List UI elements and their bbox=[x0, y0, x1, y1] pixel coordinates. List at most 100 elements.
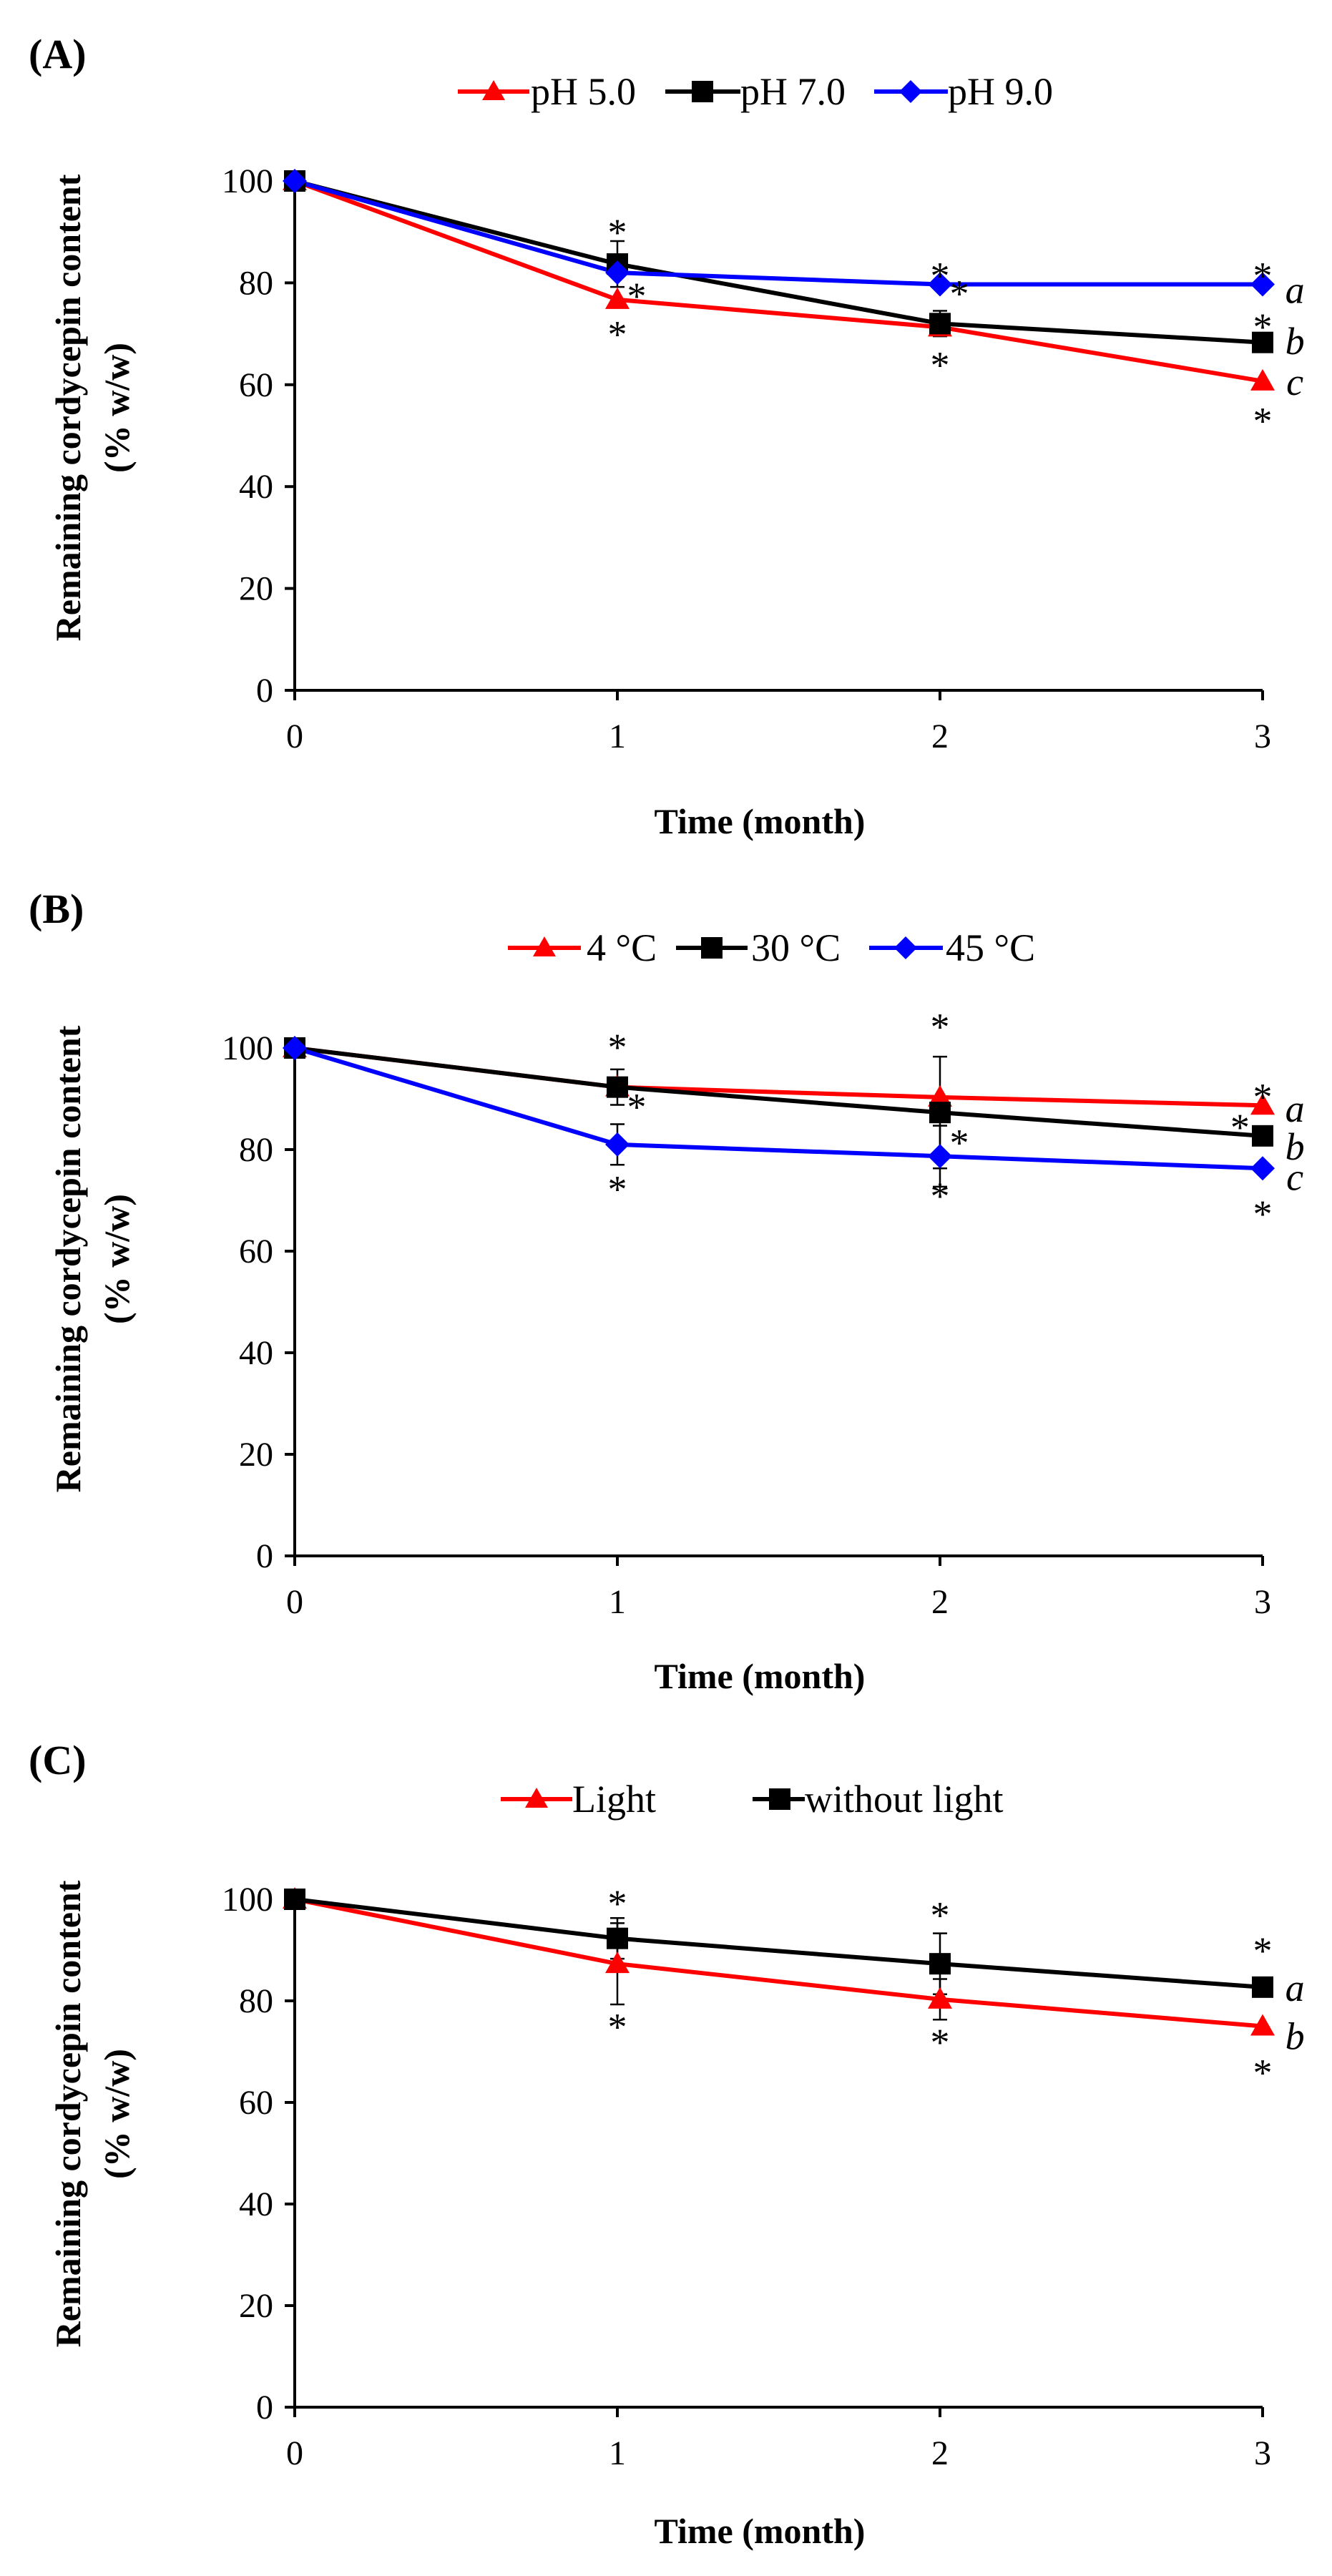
series-line-2 bbox=[294, 179, 1263, 287]
significance-star: * bbox=[627, 1086, 647, 1129]
significance-star: * bbox=[931, 343, 950, 386]
significance-star: * bbox=[931, 1006, 950, 1049]
legend-diamond-marker bbox=[899, 80, 922, 103]
data-point-diamond bbox=[605, 1132, 630, 1157]
panel-a-legend-entry-1: pH 7.0 bbox=[665, 70, 846, 113]
y-tick-label: 20 bbox=[239, 570, 273, 608]
x-tick-label: 2 bbox=[931, 2434, 949, 2472]
legend-label: pH 7.0 bbox=[740, 70, 846, 113]
x-tick-label: 0 bbox=[286, 1583, 303, 1621]
data-point-square bbox=[929, 313, 951, 335]
significance-star: * bbox=[950, 1121, 969, 1164]
significance-star: * bbox=[608, 1882, 627, 1925]
significance-star: * bbox=[1253, 400, 1273, 443]
data-point-diamond bbox=[1250, 1156, 1275, 1181]
panel-a-label: (A) bbox=[29, 31, 87, 77]
y-tick-label: 80 bbox=[239, 264, 273, 302]
x-tick-label: 3 bbox=[1254, 2434, 1271, 2472]
x-tick-label: 0 bbox=[286, 718, 303, 755]
series-line-0 bbox=[294, 1046, 1263, 1108]
legend-label: 4 °C bbox=[587, 926, 657, 969]
group-letter: c bbox=[1286, 361, 1303, 403]
series-line-0 bbox=[294, 1897, 1263, 2029]
panel-b-label: (B) bbox=[29, 886, 84, 932]
legend-triangle-marker bbox=[533, 936, 556, 956]
significance-star: * bbox=[1253, 1075, 1273, 1118]
x-tick-label: 1 bbox=[609, 2434, 626, 2472]
panel-a-legend-entry-0: pH 5.0 bbox=[458, 70, 636, 113]
y-axis-title-line1: Remaining cordycepin content bbox=[48, 174, 88, 641]
legend-label: pH 9.0 bbox=[948, 70, 1053, 113]
data-point-square bbox=[1252, 1125, 1273, 1147]
group-letter: b bbox=[1286, 1125, 1305, 1168]
legend-label: 45 °C bbox=[946, 926, 1035, 969]
y-tick-label: 60 bbox=[239, 2084, 273, 2122]
significance-star: * bbox=[627, 275, 647, 318]
x-tick-label: 2 bbox=[931, 718, 949, 755]
significance-star: * bbox=[608, 313, 627, 356]
x-tick-label: 3 bbox=[1254, 1583, 1271, 1621]
y-tick-label: 100 bbox=[222, 1881, 273, 1919]
legend-square-marker bbox=[692, 81, 713, 102]
legend-label: without light bbox=[805, 1778, 1004, 1821]
x-tick-label: 0 bbox=[286, 2434, 303, 2472]
legend-triangle-marker bbox=[482, 80, 505, 100]
significance-star: * bbox=[1253, 1192, 1273, 1235]
y-tick-label: 100 bbox=[222, 1029, 273, 1067]
series-line-1 bbox=[294, 1897, 1263, 1989]
data-point-diamond bbox=[605, 260, 630, 285]
group-letter: a bbox=[1286, 1967, 1305, 2009]
y-axis-title-line1: Remaining cordycepin content bbox=[48, 1880, 88, 2347]
panel-c-y-axis-title: Remaining cordycepin content (% w/w) bbox=[48, 1880, 137, 2347]
significance-star: * bbox=[1253, 1929, 1273, 1972]
panel-c-x-axis-title: Time (month) bbox=[655, 2511, 866, 2551]
data-point-triangle bbox=[928, 1987, 952, 2009]
y-tick-label: 60 bbox=[239, 1233, 273, 1270]
panel-a-legend: pH 5.0 pH 7.0 pH 9.0 bbox=[458, 70, 1053, 113]
data-point-triangle bbox=[928, 1084, 952, 1107]
panel-a-x-axis-title: Time (month) bbox=[655, 801, 866, 841]
significance-star: * bbox=[608, 2006, 627, 2049]
panel-a-legend-entry-2: pH 9.0 bbox=[874, 70, 1053, 113]
significance-star: * bbox=[950, 273, 969, 315]
panel-b-y-axis-title: Remaining cordycepin content (% w/w) bbox=[48, 1025, 137, 1492]
panel-b-legend-entry-1: 30 °C bbox=[676, 926, 841, 969]
data-point-square bbox=[1252, 331, 1273, 353]
series-line-1 bbox=[294, 1046, 1263, 1138]
data-point-diamond bbox=[1250, 272, 1275, 297]
data-point-square bbox=[929, 1102, 951, 1124]
series-line-0 bbox=[293, 179, 1263, 383]
significance-star: * bbox=[931, 255, 950, 298]
panel-c-legend-entry-0: Light bbox=[501, 1778, 656, 1821]
y-tick-label: 20 bbox=[239, 1436, 273, 1474]
panel-b-legend-entry-2: 45 °C bbox=[869, 926, 1035, 969]
legend-square-marker bbox=[769, 1788, 790, 1810]
series-line-2 bbox=[294, 1046, 1263, 1171]
y-tick-label: 80 bbox=[239, 1982, 273, 2020]
significance-star: * bbox=[1253, 255, 1273, 298]
x-tick-label: 2 bbox=[931, 1583, 949, 1621]
data-point-square bbox=[284, 1889, 305, 1910]
panel-a-y-axis-title: Remaining cordycepin content (% w/w) bbox=[48, 174, 137, 641]
y-axis-title-line2: (% w/w) bbox=[97, 2049, 137, 2179]
y-tick-label: 100 bbox=[222, 162, 273, 200]
data-point-triangle bbox=[1250, 368, 1275, 391]
significance-star: * bbox=[1253, 2051, 1273, 2094]
y-tick-label: 0 bbox=[256, 2389, 273, 2426]
x-tick-label: 1 bbox=[609, 1583, 626, 1621]
significance-star: * bbox=[608, 1168, 627, 1211]
panel-b-legend: 4 °C 30 °C 45 °C bbox=[508, 926, 1035, 969]
data-point-diamond bbox=[283, 1036, 307, 1060]
group-letter: a bbox=[1286, 1087, 1305, 1130]
data-point-triangle bbox=[605, 1951, 630, 1974]
data-point-square bbox=[929, 1953, 951, 1975]
legend-label: Light bbox=[572, 1778, 656, 1821]
legend-square-marker bbox=[701, 937, 723, 959]
panel-b-legend-entry-0: 4 °C bbox=[508, 926, 657, 969]
group-letter: b bbox=[1286, 2014, 1305, 2057]
x-tick-label: 3 bbox=[1254, 718, 1271, 755]
y-axis-title-line2: (% w/w) bbox=[97, 1194, 137, 1324]
